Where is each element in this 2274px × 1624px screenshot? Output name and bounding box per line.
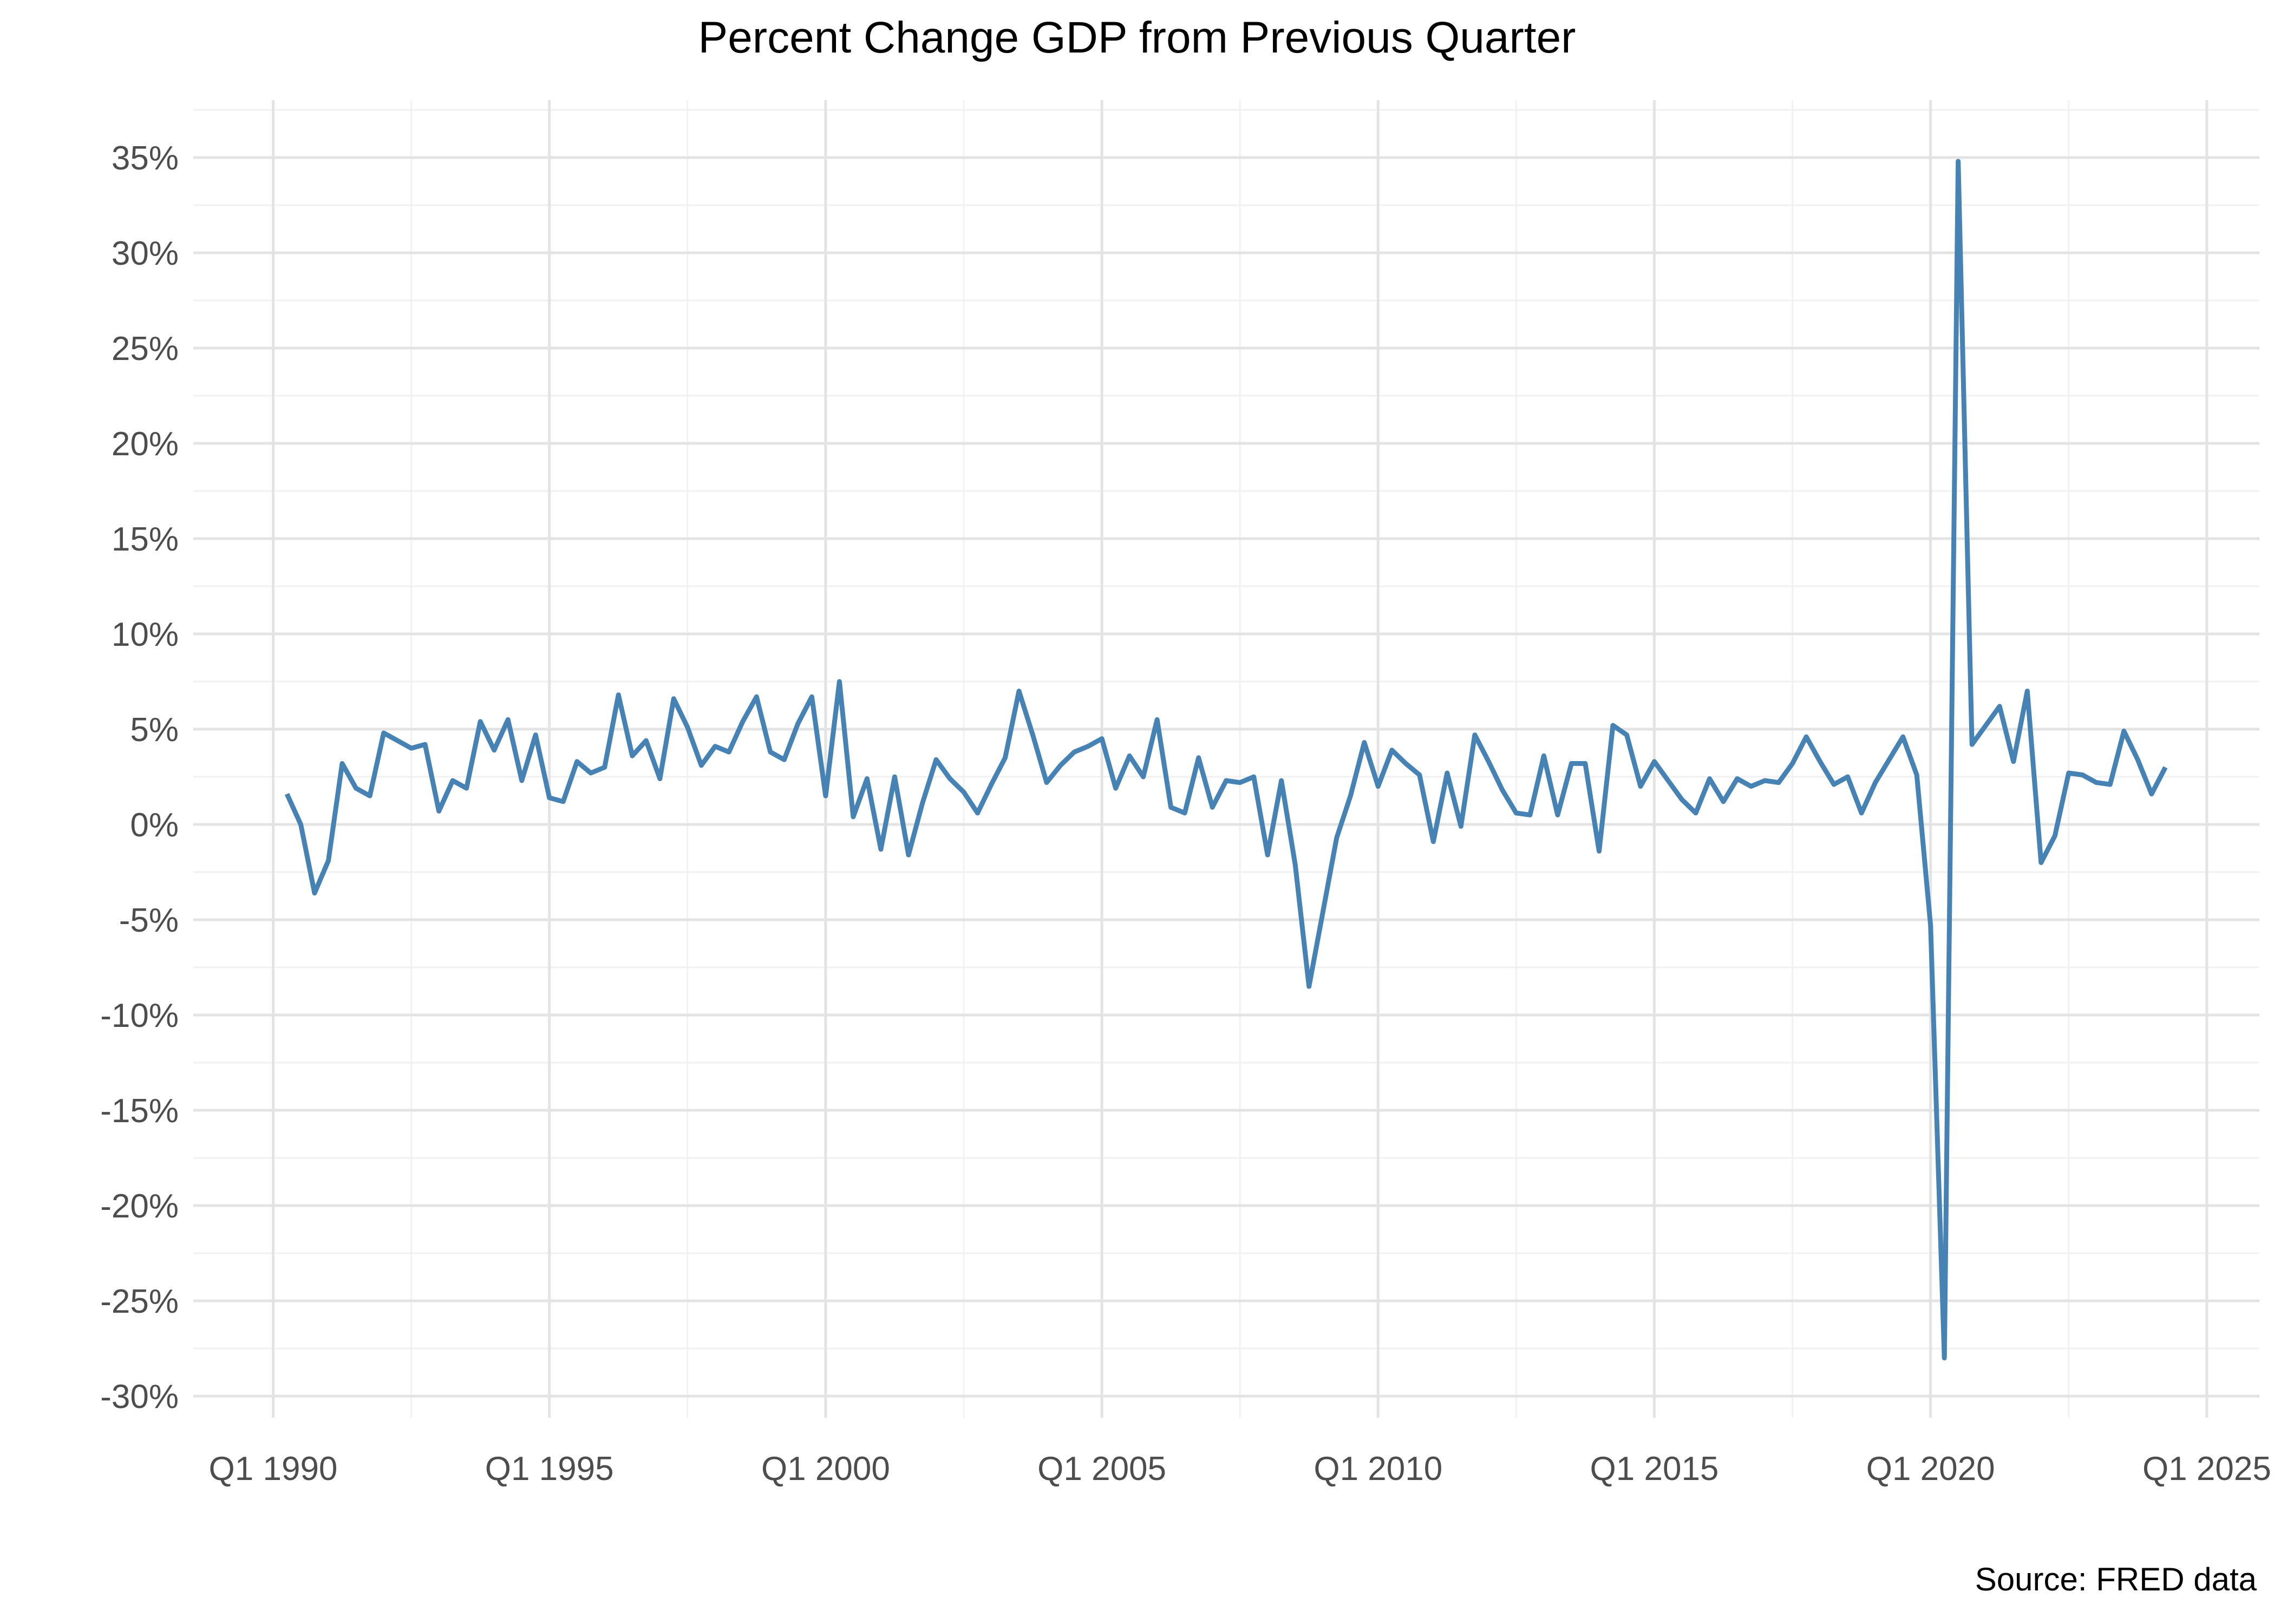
x-tick-label: Q1 2010: [1314, 1450, 1442, 1488]
x-tick-label: Q1 2020: [1866, 1450, 1995, 1488]
x-tick-label: Q1 2005: [1037, 1450, 1166, 1488]
chart-title: Percent Change GDP from Previous Quarter: [698, 13, 1576, 62]
y-tick-label: 25%: [112, 330, 179, 368]
y-axis-tick-labels: -30% -25% -20% -15% -10% -5% 0% 5% 10% 15% 20% 25% 3…: [100, 140, 179, 1416]
y-tick-label: 0%: [130, 807, 179, 844]
x-tick-label: Q1 1990: [209, 1450, 338, 1488]
x-tick-label: Q1 2015: [1590, 1450, 1719, 1488]
gdp-line: [284, 159, 2168, 1361]
y-tick-label: 35%: [112, 140, 179, 177]
y-tick-label: -25%: [100, 1283, 179, 1320]
y-tick-label: 15%: [112, 521, 179, 558]
x-tick-label: Q1 2000: [761, 1450, 890, 1488]
data-series-layer: [284, 159, 2168, 1361]
y-tick-label: -20%: [100, 1188, 179, 1225]
y-tick-label: -5%: [119, 902, 179, 939]
y-tick-label: -15%: [100, 1092, 179, 1130]
x-tick-label: Q1 1995: [485, 1450, 614, 1488]
x-tick-label: Q1 2025: [2142, 1450, 2271, 1488]
x-axis-tick-labels: Q1 1990 Q1 1995 Q1 2000 Q1 2005 Q1 2010 Q1 20…: [209, 1450, 2271, 1488]
y-tick-label: 20%: [112, 425, 179, 463]
y-tick-label: -30%: [100, 1378, 179, 1416]
y-tick-label: 5%: [130, 711, 179, 749]
source-note: Source: FRED data: [1975, 1561, 2257, 1597]
major-gridlines: [193, 100, 2259, 1418]
y-tick-label: -10%: [100, 997, 179, 1034]
y-tick-label: 30%: [112, 235, 179, 272]
y-tick-label: 10%: [112, 616, 179, 653]
